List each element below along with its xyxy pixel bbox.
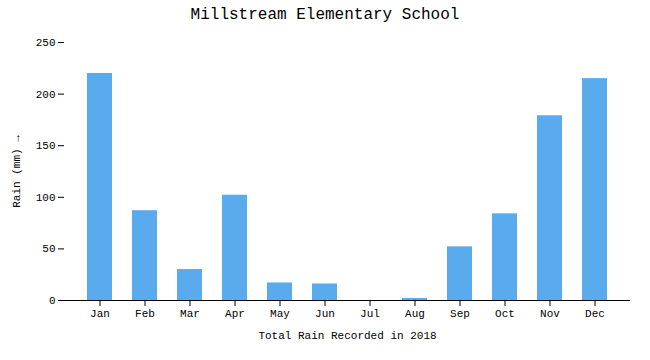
svg-text:Aug: Aug <box>405 308 425 320</box>
svg-text:Total Rain Recorded in 2018: Total Rain Recorded in 2018 <box>258 330 436 342</box>
svg-text:Oct: Oct <box>495 308 515 320</box>
svg-text:Mar: Mar <box>180 308 200 320</box>
svg-text:Sep: Sep <box>450 308 470 320</box>
svg-text:Apr: Apr <box>225 308 245 320</box>
svg-text:Dec: Dec <box>585 308 605 320</box>
html-text:Millstream Elementary School: Millstream Elementary School <box>190 6 460 24</box>
svg-text:Jul: Jul <box>360 308 380 320</box>
svg-text:50: 50 <box>42 243 55 255</box>
svg-text:Rain (mm) →: Rain (mm) → <box>11 135 23 208</box>
svg-text:250: 250 <box>36 37 56 49</box>
svg-text:Jun: Jun <box>315 308 335 320</box>
svg-text:150: 150 <box>36 140 56 152</box>
svg-text:0: 0 <box>49 295 56 307</box>
svg-text:100: 100 <box>36 192 56 204</box>
svg-text:May: May <box>270 308 290 320</box>
svg-text:Feb: Feb <box>135 308 155 320</box>
svg-text:200: 200 <box>36 89 56 101</box>
svg-text:Jan: Jan <box>90 308 110 320</box>
svg-text:Nov: Nov <box>540 308 560 320</box>
